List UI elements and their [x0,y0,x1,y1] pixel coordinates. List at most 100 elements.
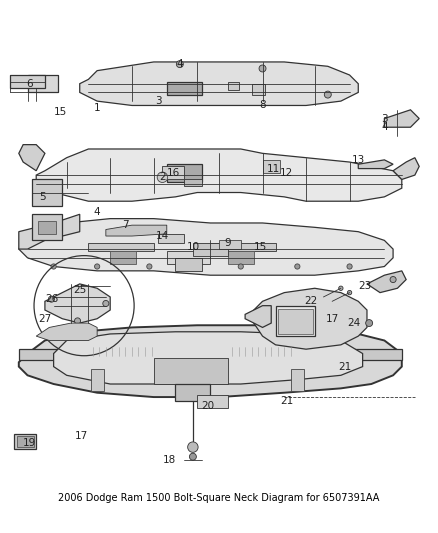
Text: 19: 19 [23,438,36,448]
Text: 13: 13 [352,155,365,165]
Polygon shape [36,149,402,201]
Polygon shape [167,251,210,264]
Circle shape [238,264,244,269]
Bar [91,369,104,391]
Text: 22: 22 [304,296,317,306]
Polygon shape [32,214,62,240]
Polygon shape [53,332,363,384]
Text: 16: 16 [167,168,180,178]
Text: 25: 25 [73,286,86,295]
Text: 15: 15 [254,242,267,252]
Polygon shape [45,284,110,323]
Text: 8: 8 [259,100,266,110]
Polygon shape [154,358,228,384]
Circle shape [51,264,56,269]
Text: 3: 3 [381,114,388,124]
Polygon shape [19,325,402,397]
Polygon shape [228,347,297,356]
Polygon shape [393,158,419,180]
Polygon shape [88,347,158,356]
Polygon shape [210,243,276,251]
Polygon shape [32,180,62,206]
Circle shape [390,277,396,282]
Text: 14: 14 [156,231,169,241]
Text: 17: 17 [75,431,88,441]
Polygon shape [10,75,45,88]
Bar [167,82,201,94]
Bar [278,309,313,334]
Circle shape [339,286,343,290]
Polygon shape [276,305,315,336]
Text: 23: 23 [358,281,371,291]
Polygon shape [162,166,184,180]
Polygon shape [193,243,228,256]
Polygon shape [19,214,80,249]
Text: 26: 26 [45,294,58,304]
Text: 2006 Dodge Ram 1500 Bolt-Square Neck Diagram for 6507391AA: 2006 Dodge Ram 1500 Bolt-Square Neck Dia… [58,493,380,503]
Bar [39,221,56,234]
Bar [184,180,201,186]
Text: 17: 17 [325,314,339,324]
Circle shape [147,264,152,269]
Bar [219,240,241,249]
Text: 11: 11 [267,164,280,174]
Bar [262,160,280,173]
Text: 12: 12 [280,168,293,178]
Bar [228,251,254,264]
Text: 7: 7 [122,220,129,230]
Text: 4: 4 [381,122,388,132]
Text: 3: 3 [155,96,161,106]
Polygon shape [14,434,36,449]
Polygon shape [367,271,406,293]
Text: 20: 20 [201,401,215,411]
Text: 21: 21 [339,361,352,372]
Polygon shape [19,144,45,171]
Text: 21: 21 [280,397,293,407]
Polygon shape [176,384,210,401]
Polygon shape [245,305,271,327]
Circle shape [295,264,300,269]
Circle shape [74,318,81,324]
Text: 5: 5 [39,192,46,202]
Circle shape [189,453,196,460]
Polygon shape [88,243,154,251]
Circle shape [103,301,109,306]
Circle shape [95,264,100,269]
Circle shape [347,264,352,269]
Text: 24: 24 [347,318,360,328]
Circle shape [157,172,168,182]
Circle shape [366,320,373,327]
Bar [252,84,265,94]
Circle shape [48,296,54,302]
Bar [110,251,136,264]
Polygon shape [197,395,228,408]
Circle shape [347,290,352,295]
Text: 1: 1 [94,103,100,112]
Bar [167,164,201,182]
Text: 18: 18 [162,455,176,465]
Polygon shape [254,288,367,349]
Circle shape [324,91,331,98]
Polygon shape [28,75,58,92]
Polygon shape [36,323,97,341]
Polygon shape [106,225,167,236]
Text: 6: 6 [26,79,33,88]
Polygon shape [385,110,419,127]
Text: 10: 10 [186,242,199,252]
Text: 27: 27 [38,314,52,324]
Circle shape [259,65,266,72]
Bar [191,369,204,391]
Text: 15: 15 [53,107,67,117]
Polygon shape [19,219,393,275]
Text: 4: 4 [177,59,183,69]
Polygon shape [358,160,393,168]
Bar [17,436,34,447]
Text: 4: 4 [94,207,100,217]
Text: 2: 2 [159,172,166,182]
Polygon shape [19,349,402,360]
Text: 9: 9 [224,238,231,247]
Bar [291,369,304,391]
Polygon shape [80,62,358,106]
Polygon shape [158,234,184,243]
Bar [228,82,239,90]
